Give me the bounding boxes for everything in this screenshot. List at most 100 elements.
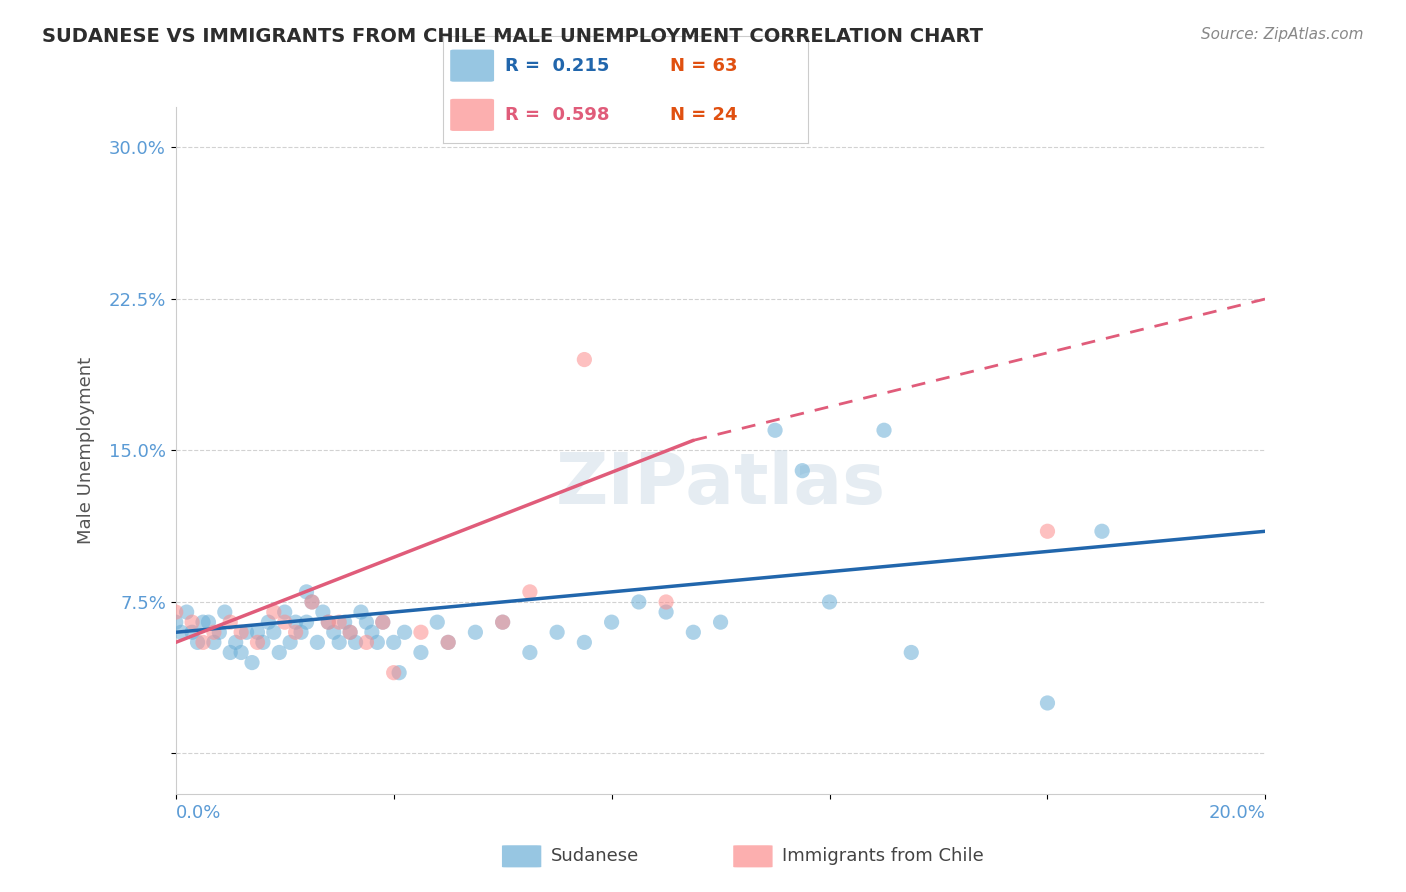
Point [191, 615, 214, 630]
Point [339, 625, 361, 640]
Point [600, 615, 623, 630]
Point [627, 595, 650, 609]
Point [763, 423, 786, 437]
Point [219, 615, 242, 630]
FancyBboxPatch shape [450, 99, 494, 131]
Point [176, 605, 198, 619]
Point [382, 665, 405, 680]
Text: N = 63: N = 63 [669, 57, 737, 75]
Point [290, 625, 312, 640]
Point [394, 625, 416, 640]
Point [246, 635, 269, 649]
FancyBboxPatch shape [734, 846, 773, 867]
Point [1036, 696, 1059, 710]
Text: R =  0.598: R = 0.598 [505, 106, 610, 124]
Point [197, 615, 219, 630]
Point [371, 615, 394, 630]
Point [318, 615, 340, 630]
Point [655, 605, 678, 619]
Point [295, 615, 318, 630]
Point [519, 645, 541, 659]
Point [1036, 524, 1059, 539]
Point [225, 635, 247, 649]
Point [263, 605, 285, 619]
Point [1091, 524, 1114, 539]
Point [263, 625, 285, 640]
Point [284, 625, 307, 640]
Point [186, 635, 209, 649]
Point [574, 352, 596, 367]
Point [333, 615, 356, 630]
Point [181, 615, 204, 630]
Point [371, 615, 394, 630]
Point [360, 625, 382, 640]
Point [246, 625, 269, 640]
Point [214, 605, 236, 619]
Point [426, 615, 449, 630]
Point [409, 625, 432, 640]
Point [269, 645, 291, 659]
Text: Sudanese: Sudanese [551, 847, 640, 865]
Point [165, 615, 187, 630]
Text: Immigrants from Chile: Immigrants from Chile [782, 847, 984, 865]
FancyBboxPatch shape [502, 846, 541, 867]
Point [388, 665, 411, 680]
Point [231, 645, 253, 659]
Point [409, 645, 432, 659]
Point [219, 645, 242, 659]
Point [312, 605, 335, 619]
Point [318, 615, 340, 630]
Point [382, 635, 405, 649]
Point [339, 625, 361, 640]
Point [278, 635, 301, 649]
Text: SUDANESE VS IMMIGRANTS FROM CHILE MALE UNEMPLOYMENT CORRELATION CHART: SUDANESE VS IMMIGRANTS FROM CHILE MALE U… [42, 27, 983, 45]
Point [350, 605, 373, 619]
Point [307, 635, 329, 649]
Point [252, 635, 274, 649]
Point [437, 635, 460, 649]
Point [328, 635, 350, 649]
Point [492, 615, 515, 630]
Point [328, 615, 350, 630]
Text: R =  0.215: R = 0.215 [505, 57, 609, 75]
Point [274, 615, 297, 630]
Point [900, 645, 922, 659]
Point [240, 656, 263, 670]
Text: Source: ZipAtlas.com: Source: ZipAtlas.com [1201, 27, 1364, 42]
Point [818, 595, 841, 609]
Point [492, 615, 515, 630]
Point [655, 595, 678, 609]
Point [257, 615, 280, 630]
Point [344, 635, 367, 649]
Point [356, 635, 378, 649]
Point [191, 635, 214, 649]
Text: N = 24: N = 24 [669, 106, 737, 124]
Y-axis label: Male Unemployment: Male Unemployment [77, 357, 94, 544]
Point [464, 625, 486, 640]
Point [574, 635, 596, 649]
Point [710, 615, 733, 630]
Point [235, 625, 257, 640]
Point [322, 625, 344, 640]
Point [682, 625, 704, 640]
Text: 0.0%: 0.0% [176, 804, 221, 822]
Text: ZIPatlas: ZIPatlas [555, 450, 886, 519]
Point [519, 585, 541, 599]
FancyBboxPatch shape [450, 50, 494, 82]
Point [792, 464, 814, 478]
Point [208, 625, 231, 640]
Point [170, 625, 193, 640]
Point [274, 605, 297, 619]
Point [231, 625, 253, 640]
Point [301, 595, 323, 609]
Point [437, 635, 460, 649]
Point [366, 635, 388, 649]
Point [301, 595, 323, 609]
Point [356, 615, 378, 630]
Point [546, 625, 568, 640]
Point [165, 605, 187, 619]
Point [202, 625, 225, 640]
Point [202, 635, 225, 649]
Point [181, 625, 204, 640]
Point [284, 615, 307, 630]
